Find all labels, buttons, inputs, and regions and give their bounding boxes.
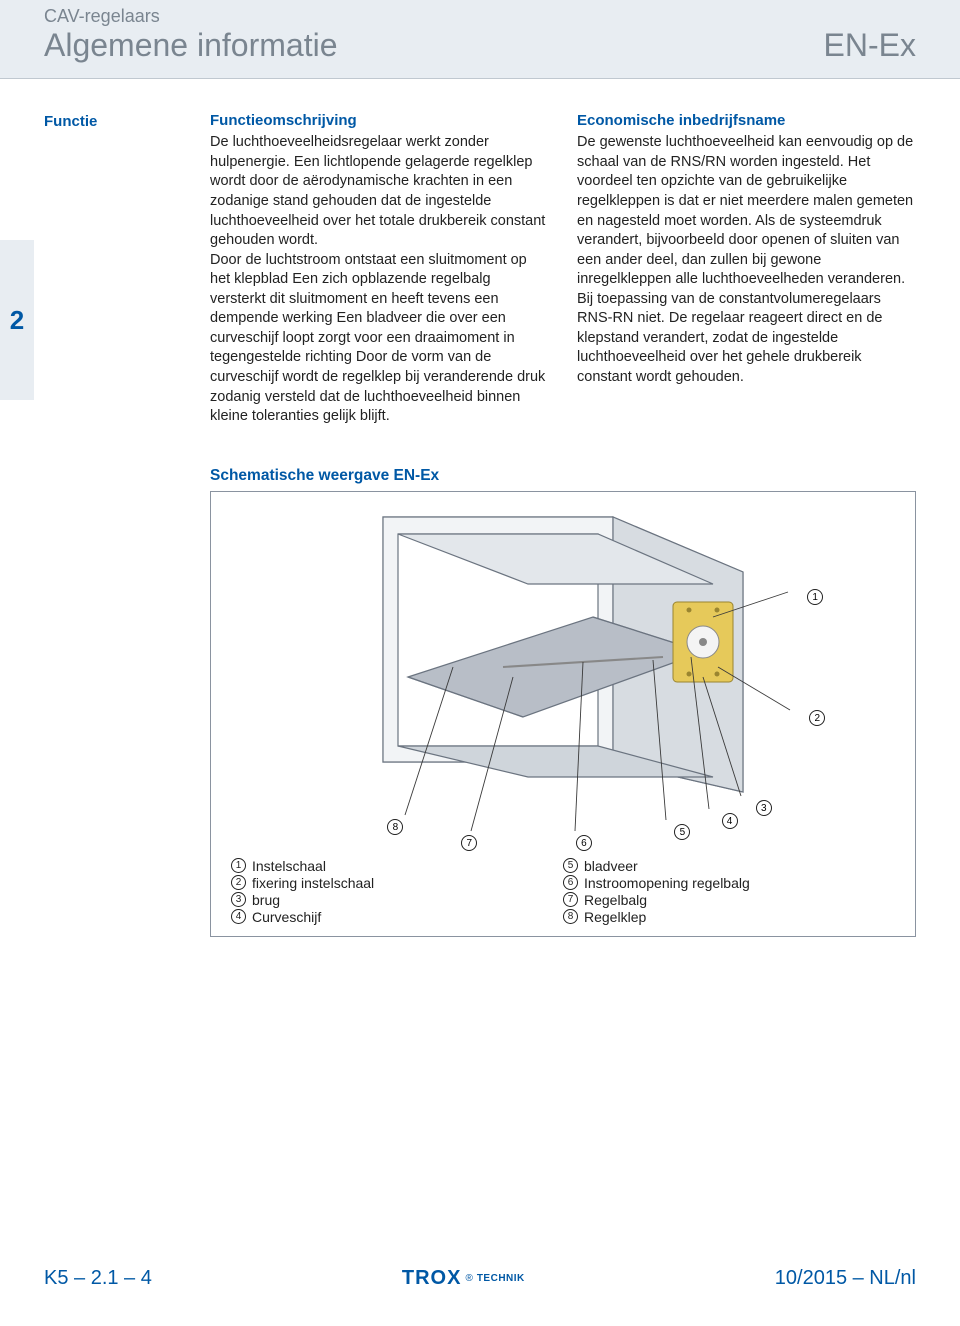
- section-label: Functie: [44, 111, 210, 427]
- brand-reg-icon: ®: [465, 1273, 472, 1284]
- legend-item: 5 bladveer: [563, 858, 895, 874]
- callout-marker: 6: [576, 833, 592, 852]
- legend-label: Regelbalg: [584, 892, 647, 908]
- brand-sub: TECHNIK: [477, 1273, 525, 1284]
- legend-item: 7 Regelbalg: [563, 892, 895, 908]
- legend-number-icon: 6: [563, 875, 578, 890]
- callout-marker: 8: [387, 817, 403, 836]
- header-title: Algemene informatie: [44, 27, 337, 64]
- legend-label: Regelklep: [584, 909, 646, 925]
- legend-item: 2 fixering instelschaal: [231, 875, 563, 891]
- header-bar: CAV-regelaars Algemene informatie EN-Ex: [0, 0, 960, 79]
- legend-label: Curveschijf: [252, 909, 321, 925]
- legend-number-icon: 3: [231, 892, 246, 907]
- legend-item: 3 brug: [231, 892, 563, 908]
- legend-number-icon: 4: [231, 909, 246, 924]
- chapter-tab: 2: [0, 240, 34, 400]
- schematic-section: Schematische weergave EN-Ex: [210, 467, 916, 937]
- legend-item: 6 Instroomopening regelbalg: [563, 875, 895, 891]
- brand-main: TROX: [402, 1267, 462, 1290]
- schematic-image: 1 2 3 4 5 6 7 8: [231, 502, 895, 852]
- footer-left: K5 – 2.1 – 4: [44, 1267, 152, 1290]
- column-1-heading: Functieomschrijving: [210, 111, 549, 131]
- legend-item: 4 Curveschijf: [231, 909, 563, 925]
- callout-marker: 1: [807, 587, 823, 606]
- legend-item: 1 Instelschaal: [231, 858, 563, 874]
- callout-number-icon: 5: [674, 824, 690, 840]
- callout-number-icon: 6: [576, 835, 592, 851]
- footer-row: K5 – 2.1 – 4 TROX® TECHNIK 10/2015 – NL/…: [44, 1267, 916, 1290]
- legend-number-icon: 1: [231, 858, 246, 873]
- schematic-legend: 1 Instelschaal 2 fixering instelschaal 3 brug…: [231, 858, 895, 926]
- callout-number-icon: 1: [807, 589, 823, 605]
- body-columns: Functieomschrijving De luchthoeveelheids…: [210, 111, 916, 427]
- column-1-body: De luchthoeveelheidsregelaar werkt zonde…: [210, 133, 549, 426]
- legend-number-icon: 5: [563, 858, 578, 873]
- legend-column-right: 5 bladveer 6 Instroomopening regelbalg 7 Rege…: [563, 858, 895, 926]
- legend-number-icon: 7: [563, 892, 578, 907]
- callout-number-icon: 7: [461, 835, 477, 851]
- legend-label: Instroomopening regelbalg: [584, 875, 750, 891]
- callout-number-icon: 8: [387, 819, 403, 835]
- callout-number-icon: 4: [722, 813, 738, 829]
- legend-number-icon: 8: [563, 909, 578, 924]
- legend-label: Instelschaal: [252, 858, 326, 874]
- column-1: Functieomschrijving De luchthoeveelheids…: [210, 111, 549, 427]
- callout-marker: 7: [461, 833, 477, 852]
- column-2-body: De gewenste luchthoeveelheid kan eenvoud…: [577, 133, 916, 387]
- chapter-tab-number: 2: [10, 305, 24, 336]
- schematic-svg: [231, 502, 895, 852]
- header-kicker: CAV-regelaars: [44, 6, 916, 27]
- legend-item: 8 Regelklep: [563, 909, 895, 925]
- brand-logo: TROX® TECHNIK: [402, 1267, 525, 1290]
- footer-right: 10/2015 – NL/nl: [775, 1267, 916, 1290]
- legend-label: fixering instelschaal: [252, 875, 374, 891]
- header-main-row: Algemene informatie EN-Ex: [44, 27, 916, 64]
- column-2: Economische inbedrijfsname De gewenste l…: [577, 111, 916, 427]
- schematic-box: 1 2 3 4 5 6 7 8 1 Instelschaal 2 fixering instelsc…: [210, 491, 916, 937]
- legend-label: bladveer: [584, 858, 638, 874]
- column-2-heading: Economische inbedrijfsname: [577, 111, 916, 131]
- callout-marker: 5: [674, 822, 690, 841]
- callout-marker: 3: [756, 798, 772, 817]
- legend-label: brug: [252, 892, 280, 908]
- callout-number-icon: 3: [756, 800, 772, 816]
- legend-number-icon: 2: [231, 875, 246, 890]
- schematic-heading: Schematische weergave EN-Ex: [210, 467, 916, 485]
- callout-marker: 4: [722, 811, 738, 830]
- header-code: EN-Ex: [824, 27, 916, 64]
- callout-marker: 2: [809, 708, 825, 727]
- callout-number-icon: 2: [809, 710, 825, 726]
- content-row: Functie Functieomschrijving De luchthoev…: [0, 79, 960, 427]
- legend-column-left: 1 Instelschaal 2 fixering instelschaal 3 brug…: [231, 858, 563, 926]
